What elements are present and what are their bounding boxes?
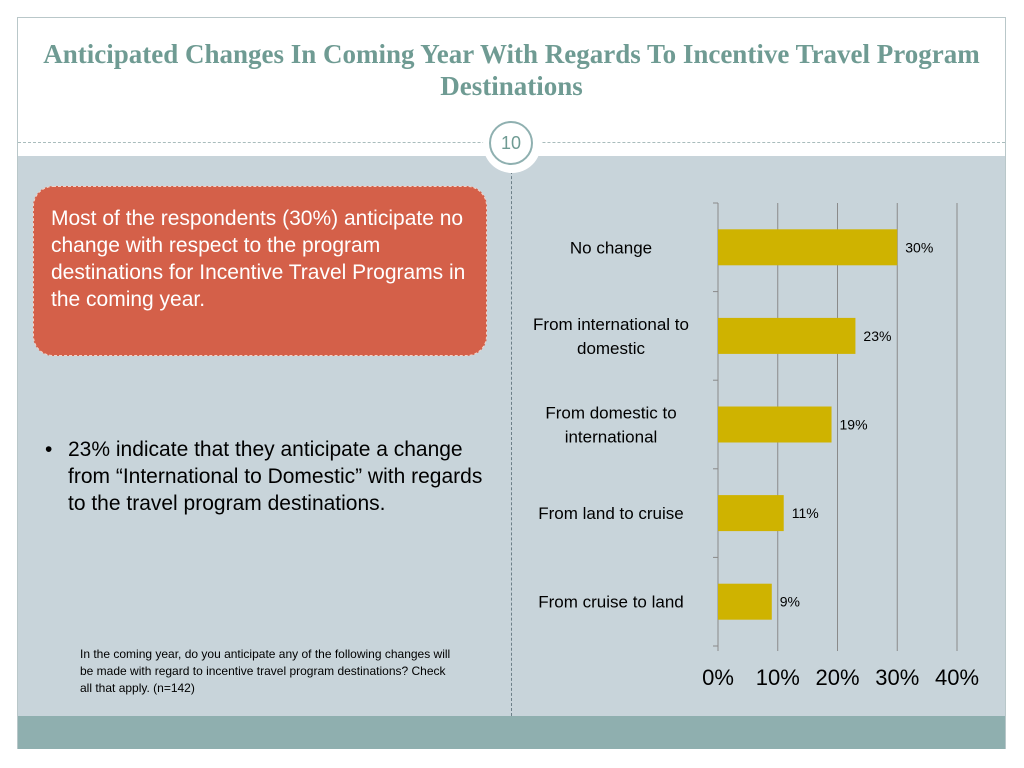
bullet-marker: •: [45, 438, 53, 461]
bar: [718, 406, 832, 443]
page-number-ring: [489, 121, 533, 165]
data-label: 19%: [840, 417, 868, 433]
data-label: 23%: [863, 328, 891, 344]
survey-question-note: In the coming year, do you anticipate an…: [80, 647, 451, 695]
bar: [718, 583, 772, 620]
x-tick-label: 40%: [935, 665, 979, 690]
slide-title: Anticipated Changes In Coming Year With …: [43, 39, 980, 101]
bar: [718, 317, 856, 354]
x-tick-label: 10%: [756, 665, 800, 690]
data-label: 11%: [792, 505, 819, 521]
callout-text: Most of the respondents (30%) anticipate…: [51, 207, 466, 311]
category-label: From international to domestic: [533, 315, 689, 358]
category-label: From cruise to land: [538, 593, 684, 612]
category-label: No change: [570, 238, 652, 257]
callout-box: [33, 186, 487, 356]
data-label: 9%: [780, 594, 800, 610]
category-label: From land to cruise: [538, 504, 684, 523]
category-label: From domestic to international: [545, 404, 676, 447]
bar: [718, 229, 898, 266]
x-tick-label: 30%: [875, 665, 919, 690]
footer-band: [18, 716, 1005, 749]
x-tick-label: 20%: [815, 665, 859, 690]
page-number: 10: [500, 133, 522, 153]
x-tick-label: 0%: [702, 665, 734, 690]
data-label: 30%: [905, 239, 933, 255]
column-divider: [511, 156, 512, 716]
bullet-text: 23% indicate that they anticipate a chan…: [68, 438, 483, 515]
bar: [718, 495, 784, 532]
